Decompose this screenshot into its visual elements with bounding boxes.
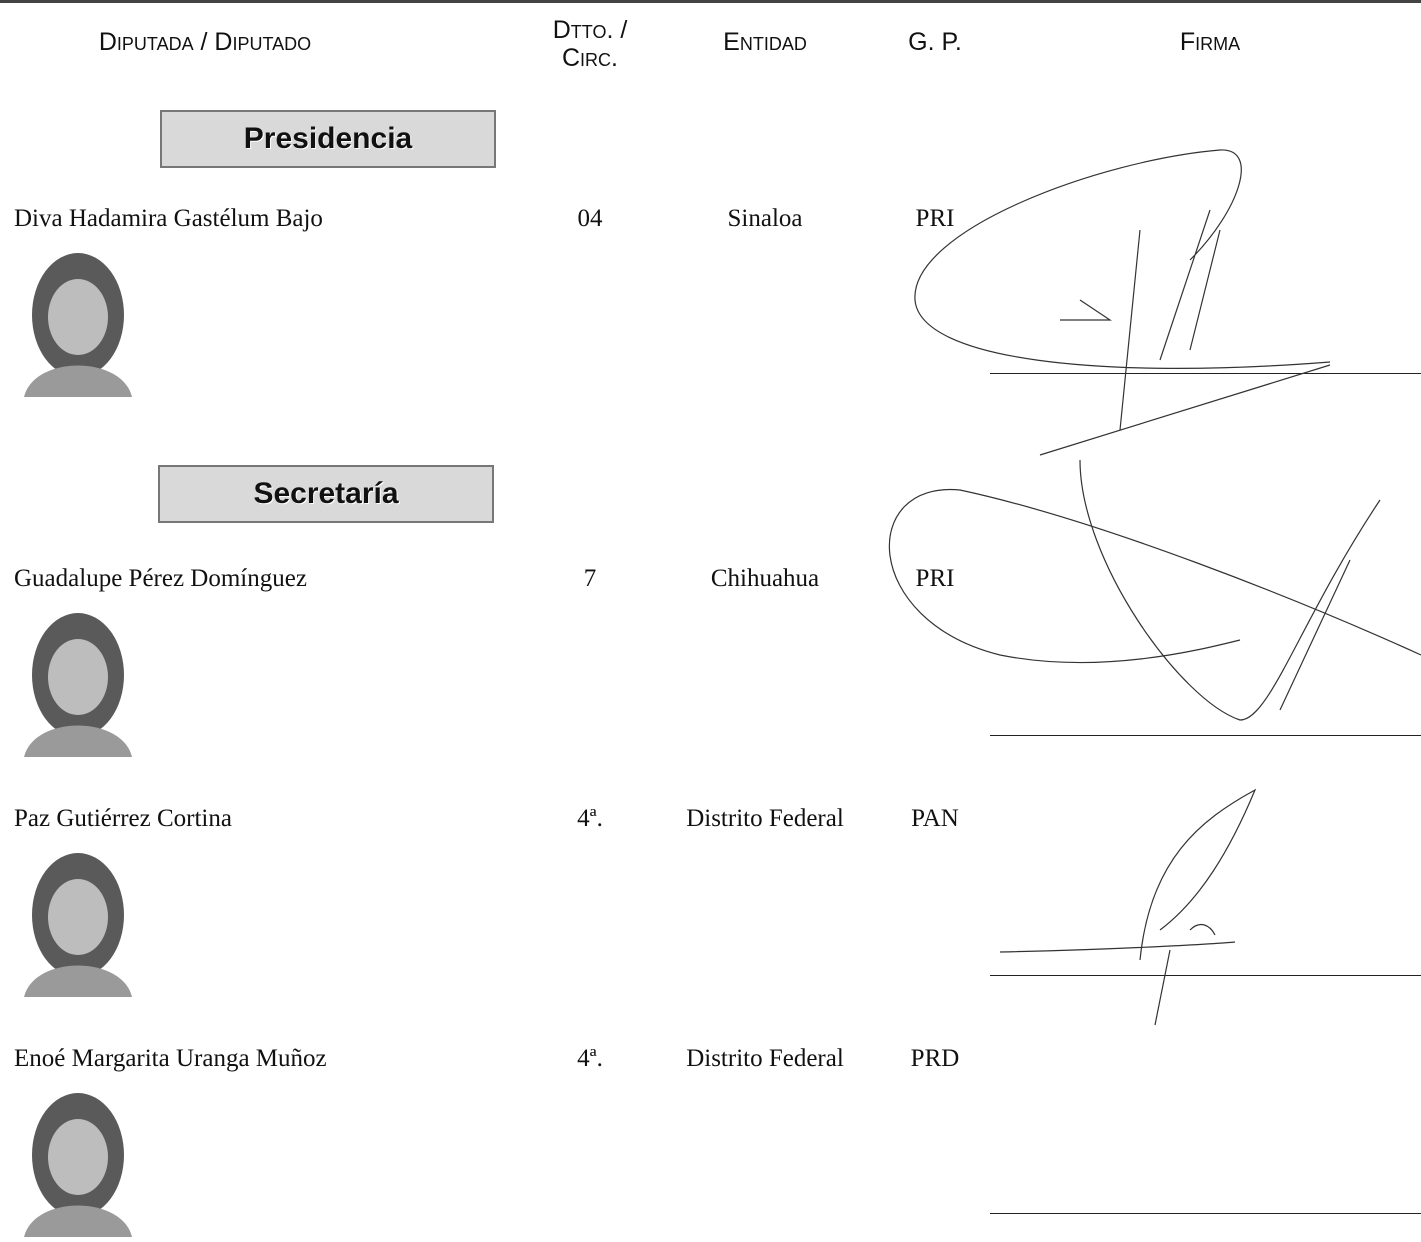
column-header: Entidad (723, 28, 807, 56)
signature (888, 459, 1421, 721)
photo (14, 845, 142, 997)
photo-silhouette (14, 605, 142, 757)
photo (14, 245, 142, 397)
member-name: Guadalupe Pérez Domínguez (14, 565, 307, 592)
section-title: Presidencia (160, 110, 496, 168)
district: 04 (577, 205, 603, 232)
top-border (0, 0, 1421, 3)
signature (999, 788, 1257, 1026)
signature-line (990, 975, 1421, 976)
column-header: Dtto. / Circ. (552, 16, 628, 72)
column-header: Diputada / Diputado (98, 28, 312, 56)
district: 4ª. (577, 805, 603, 832)
member-name: Paz Gutiérrez Cortina (14, 805, 232, 832)
party: PRI (915, 205, 955, 232)
entity: Sinaloa (727, 205, 803, 232)
photo (14, 605, 142, 757)
signature-line (990, 373, 1421, 374)
photo-silhouette (14, 845, 142, 997)
column-header: G. P. (908, 28, 962, 56)
district: 7 (583, 565, 597, 592)
photo-silhouette (14, 1085, 142, 1237)
signature-line (990, 1213, 1421, 1214)
party: PRD (910, 1045, 960, 1072)
entity: Distrito Federal (686, 1045, 844, 1072)
signature-line (990, 735, 1421, 736)
column-header: Firma (1179, 28, 1241, 56)
signature (914, 149, 1331, 456)
section-title: Secretaría (158, 465, 494, 523)
party: PRI (915, 565, 955, 592)
party: PAN (911, 805, 959, 832)
member-name: Diva Hadamira Gastélum Bajo (14, 205, 323, 232)
photo (14, 1085, 142, 1237)
district: 4ª. (577, 1045, 603, 1072)
member-name: Enoé Margarita Uranga Muñoz (14, 1045, 327, 1072)
entity: Distrito Federal (686, 805, 844, 832)
photo-silhouette (14, 245, 142, 397)
entity: Chihuahua (710, 565, 820, 592)
